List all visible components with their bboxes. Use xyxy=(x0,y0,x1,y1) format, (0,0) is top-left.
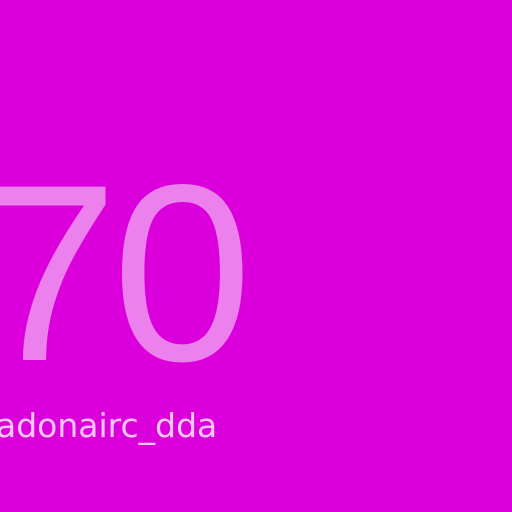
caption-label: adonairc_dda xyxy=(0,406,218,445)
large-value-display: 70 xyxy=(0,133,252,414)
